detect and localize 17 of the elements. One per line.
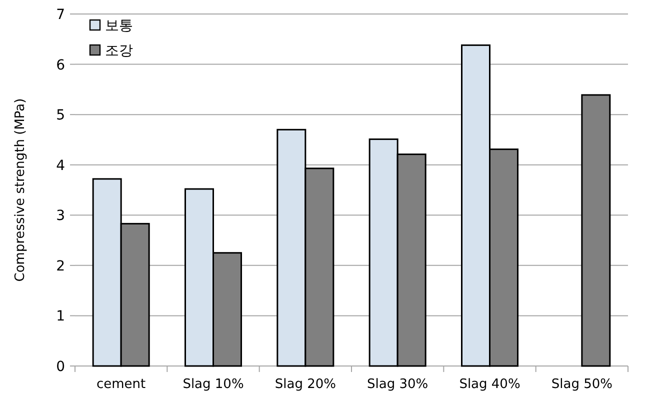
- x-tick-label: Slag 40%: [459, 377, 520, 392]
- y-axis-title: Compressive strength (MPa): [13, 98, 28, 282]
- x-tick-label: Slag 20%: [274, 377, 336, 392]
- x-tick-label: Slag 50%: [551, 377, 612, 392]
- y-tick-label: 7: [56, 7, 65, 23]
- y-tick-label: 3: [56, 208, 65, 224]
- x-tick-label: Slag 10%: [182, 377, 244, 392]
- y-tick-label: 2: [56, 258, 65, 274]
- y-tick-label: 0: [56, 359, 65, 375]
- y-tick-label: 1: [56, 308, 65, 325]
- y-tick-label: 5: [56, 108, 65, 124]
- x-tick-label: Slag 30%: [367, 377, 428, 392]
- y-tick-label: 4: [56, 158, 66, 174]
- legend-label: 보통: [105, 18, 133, 34]
- legend-label: 조강: [105, 43, 133, 59]
- x-tick-label: cement: [96, 377, 146, 392]
- y-tick-label: 6: [56, 57, 66, 74]
